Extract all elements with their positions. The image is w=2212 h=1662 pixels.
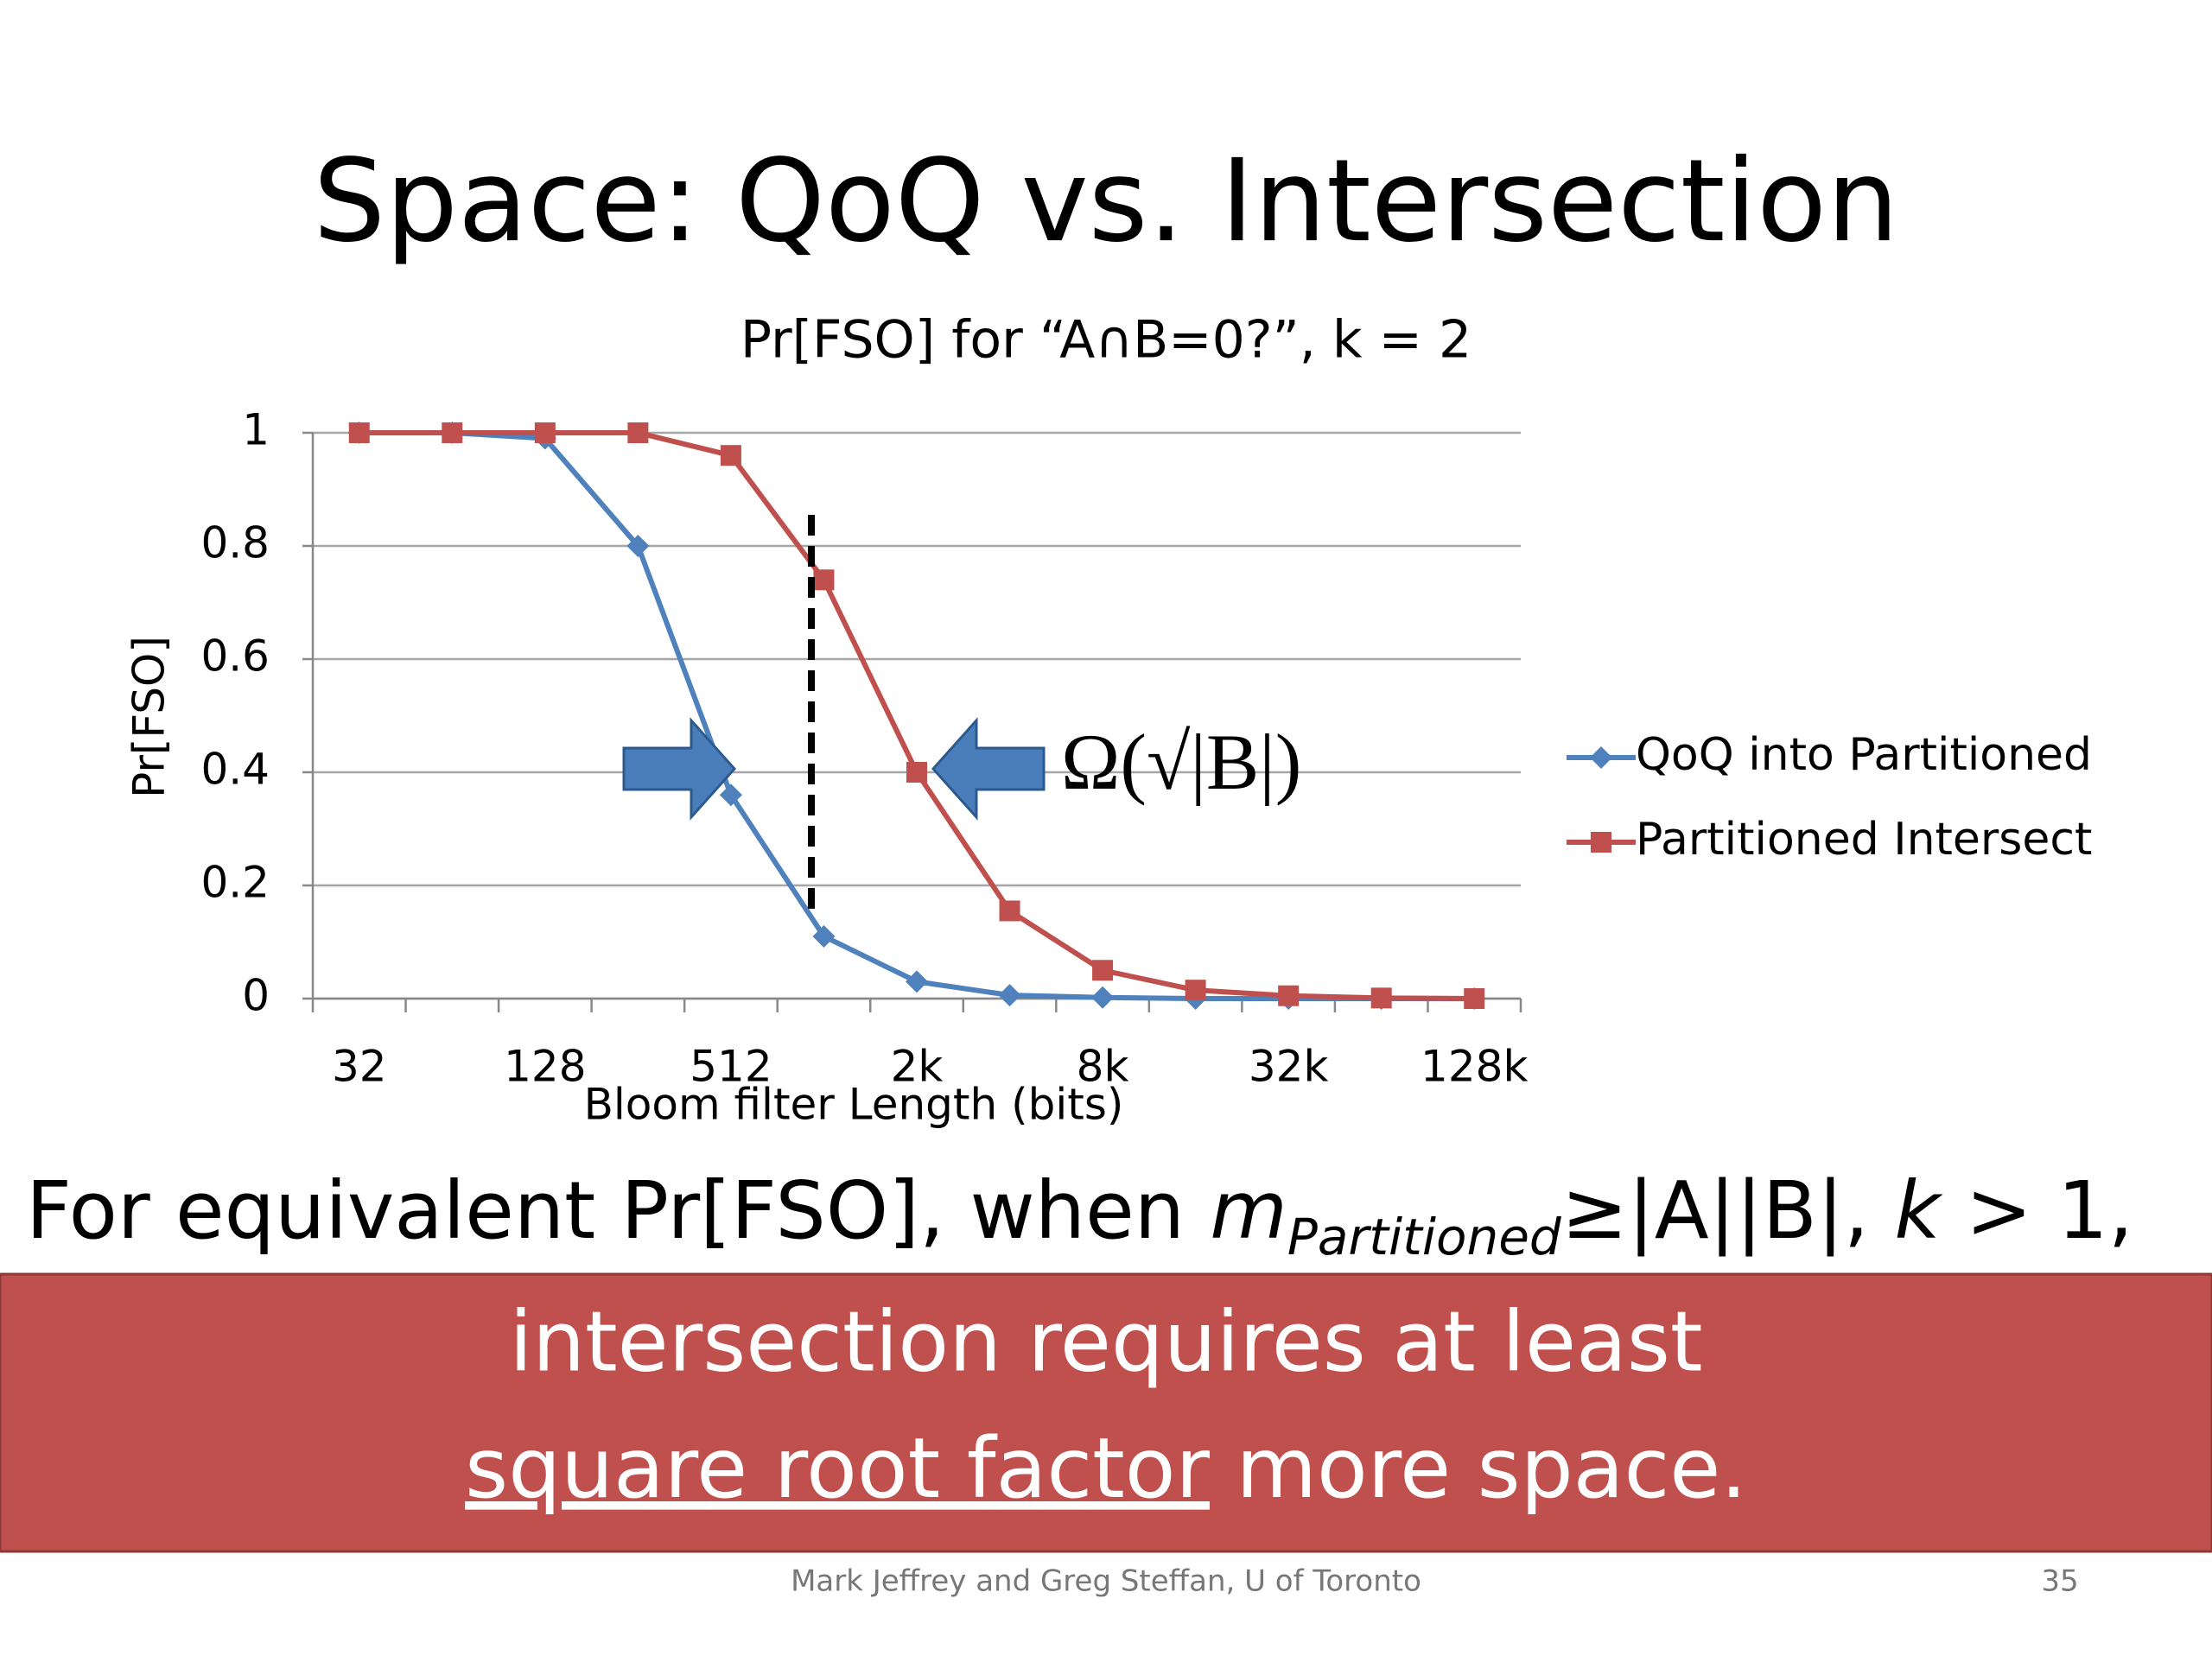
data-point xyxy=(534,422,556,443)
statement-m: m xyxy=(1210,1164,1287,1257)
data-point xyxy=(1092,960,1114,981)
x-tick-label: 32 xyxy=(332,1042,387,1092)
data-point xyxy=(720,445,741,466)
legend-marker xyxy=(1590,746,1612,769)
data-point xyxy=(906,970,928,993)
x-tick-label: 2k xyxy=(891,1042,944,1092)
y-tick-label: 0.4 xyxy=(200,745,270,795)
footer: Mark Jeffrey and Greg Steffan, U of Toro… xyxy=(791,1564,1421,1599)
y-tick-label: 0.6 xyxy=(200,631,270,682)
y-tick-label: 1 xyxy=(242,405,270,455)
legend-label: QoQ into Partitioned xyxy=(1636,729,2092,781)
statement-lead: For equivalent Pr[FSO], when xyxy=(26,1164,1210,1257)
data-point xyxy=(812,924,836,948)
highlight-underlined: square root factor xyxy=(465,1420,1210,1517)
left-arrow xyxy=(931,717,1046,821)
data-point xyxy=(627,422,649,443)
data-point xyxy=(998,984,1021,1007)
data-point xyxy=(626,535,650,557)
data-point xyxy=(719,783,742,807)
x-tick-label: 32k xyxy=(1249,1042,1329,1092)
highlight-line-1: intersection requires at least xyxy=(510,1293,1703,1390)
data-point xyxy=(1185,980,1206,1001)
data-point xyxy=(906,762,927,783)
series-line xyxy=(359,430,1475,1001)
slide-title: Space: QoQ vs. Intersection xyxy=(313,135,1898,268)
data-point xyxy=(348,422,370,443)
data-point xyxy=(813,569,835,591)
highlight-rest: more space. xyxy=(1210,1420,1747,1517)
data-point xyxy=(1091,986,1115,1009)
right-arrow xyxy=(622,717,737,821)
statement-subscript: Partitioned xyxy=(1287,1208,1562,1266)
y-axis-label: Pr[FSO] xyxy=(124,636,175,798)
data-point xyxy=(999,900,1020,922)
x-tick-label: 128k xyxy=(1421,1042,1528,1092)
y-tick-label: 0.8 xyxy=(200,518,270,568)
legend-label: Partitioned Intersect xyxy=(1636,814,2092,866)
plot: 0 0.2 0.4 0.6 0.8 1 32 128 512 2k 8k 32k 128k xyxy=(200,405,1528,1092)
omega-annotation: Ω(√|B|) xyxy=(1061,718,1301,806)
data-point xyxy=(1278,985,1300,1006)
highlight-line-2: square root factor more space. xyxy=(465,1420,1747,1517)
y-tick-label: 0.2 xyxy=(200,858,270,908)
y-tick-label: 0 xyxy=(242,971,270,1021)
legend-marker xyxy=(1591,832,1611,853)
data-point xyxy=(1464,988,1485,1009)
x-axis-label: Bloom filter Length (bits) xyxy=(584,1080,1124,1130)
data-point xyxy=(442,422,463,443)
legend: QoQ into Partitioned Partitioned Intersec… xyxy=(1567,729,2092,866)
data-point xyxy=(1370,987,1392,1009)
statement-k: k xyxy=(1894,1164,1943,1257)
page-number: 35 xyxy=(2041,1564,2078,1599)
x-tick-label: 512 xyxy=(690,1042,772,1092)
highlight-box xyxy=(0,1272,2212,1553)
x-tick-label: 8k xyxy=(1077,1042,1129,1092)
statement-tail: > 1, xyxy=(1941,1164,2133,1257)
chart-title: Pr[FSO] for “A∩B=0?”, k = 2 xyxy=(741,310,1471,371)
statement: For equivalent Pr[FSO], when mPartitione… xyxy=(26,1164,2133,1266)
statement-condition: ≥|A||B|, xyxy=(1561,1164,1895,1257)
x-tick-label: 128 xyxy=(504,1042,586,1092)
series-line xyxy=(359,430,1475,1001)
